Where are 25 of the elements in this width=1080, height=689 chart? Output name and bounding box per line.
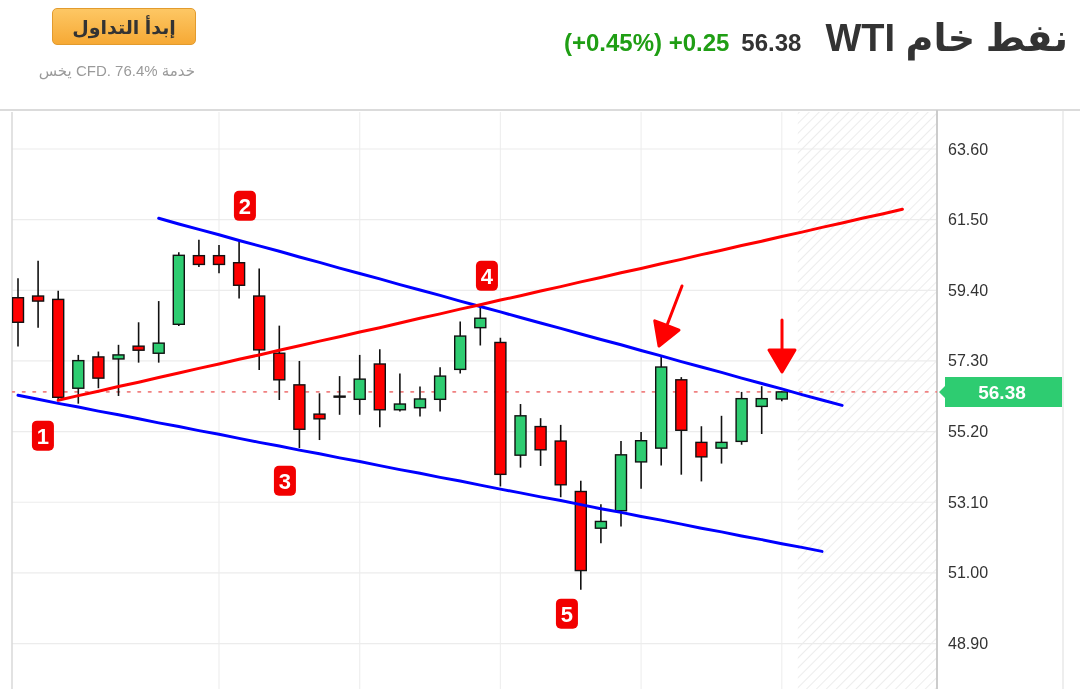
annotation: 3 [273,465,296,496]
chart-title: نفط خام WTI [825,16,1068,60]
y-tick-label: 63.60 [948,140,989,158]
annotation: 4 [480,264,494,290]
y-tick-label: 48.90 [948,635,989,653]
annotation: 1 [36,424,50,450]
y-tick-label: 61.50 [948,211,989,229]
annotation: 4 [475,260,498,291]
y-tick-label: 51.00 [948,564,989,582]
annotation: خدمة CFD. 76.4% يخس [38,62,195,80]
annotation: (+0.45%) +0.25 [563,29,730,57]
ref-line-label: 56.38 [978,382,1026,404]
chart-subtitle: 56.38 [741,29,802,57]
y-tick-label: 59.40 [948,281,989,299]
annotation: 2 [233,190,256,221]
y-tick-label: 53.10 [948,493,989,511]
button: إبدأ التداول [52,8,196,45]
ref-line-label: 56.38 [939,376,1062,407]
annotation: 5 [555,598,578,629]
annotation: 1 [31,420,54,451]
annotation: 3 [278,469,292,495]
annotation: 2 [238,194,252,220]
y-tick-label: 57.30 [948,352,989,370]
y-tick-label: 55.20 [948,423,989,441]
annotation: 5 [560,602,574,628]
